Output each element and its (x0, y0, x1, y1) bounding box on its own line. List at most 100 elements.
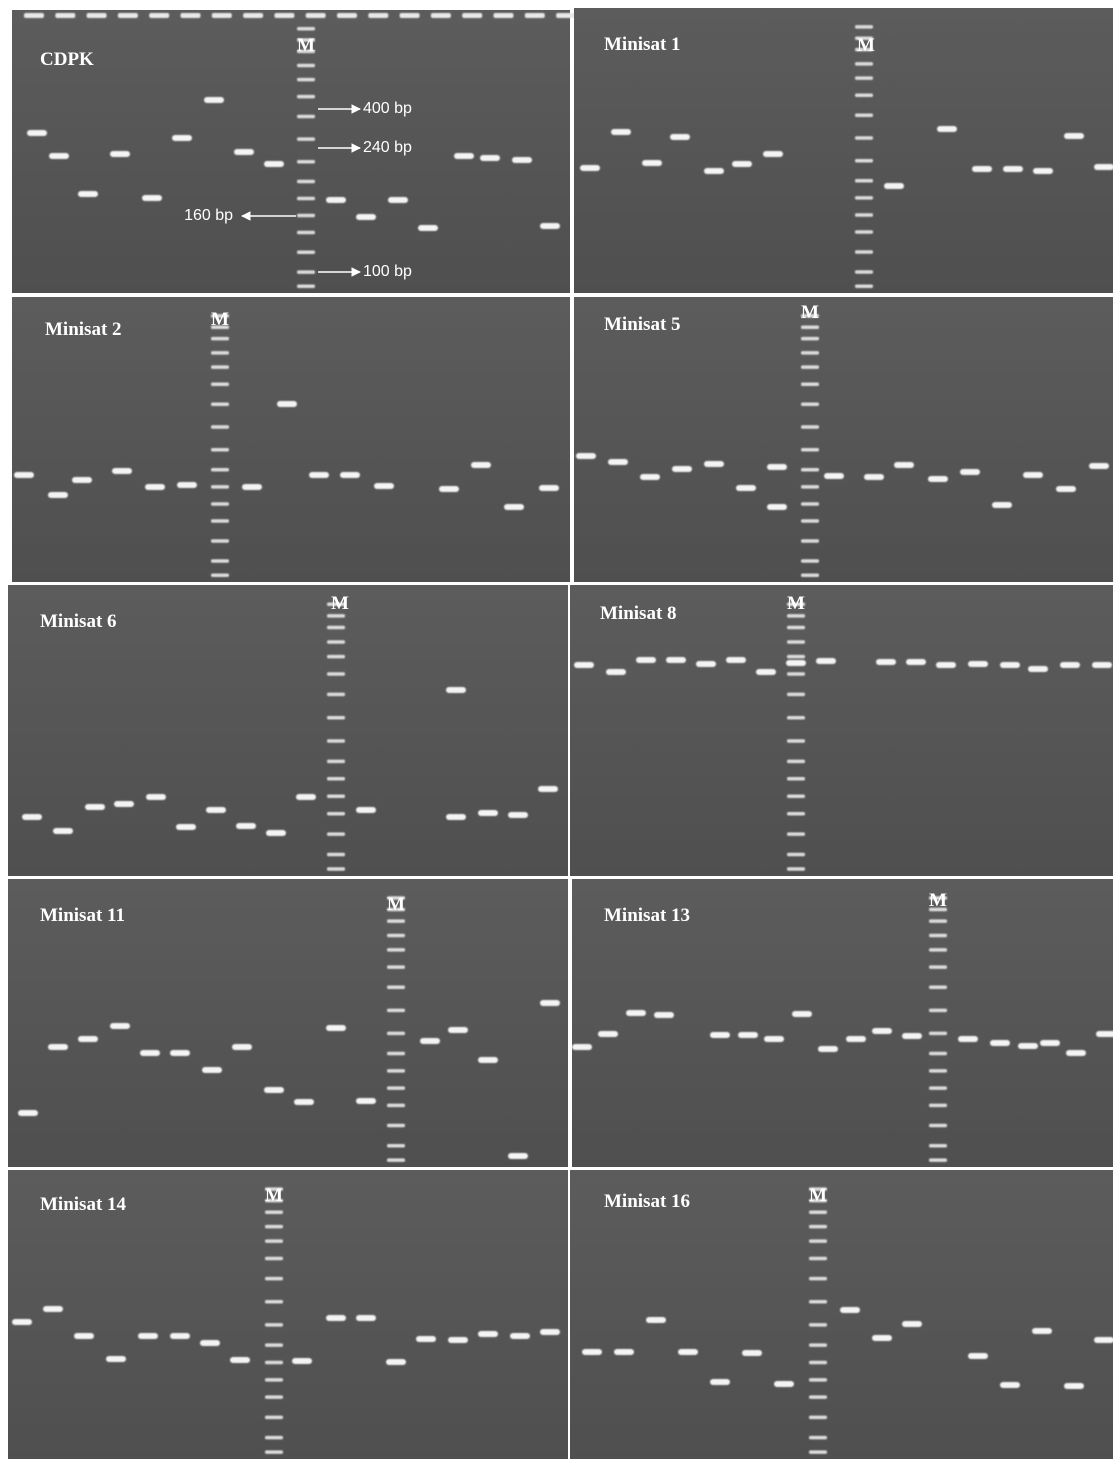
ladder-band (929, 1069, 947, 1073)
band (626, 1010, 646, 1016)
ladder-band (265, 1450, 283, 1454)
panel-label: Minisat 5 (604, 314, 681, 335)
ladder-band (809, 1415, 827, 1420)
band (110, 1023, 130, 1029)
gel-panel: Minisat 8 M (570, 585, 1113, 876)
band (574, 662, 594, 668)
band (704, 461, 724, 467)
ladder-band (265, 1224, 283, 1229)
band (234, 149, 254, 155)
ladder-band (801, 325, 819, 329)
band (936, 662, 956, 668)
band (266, 830, 286, 836)
ladder-band (387, 985, 405, 990)
band (112, 468, 132, 474)
band (140, 1050, 160, 1056)
gel-background (570, 585, 1113, 876)
ladder-band (809, 1323, 827, 1327)
band (172, 135, 192, 141)
well (524, 13, 545, 18)
band (540, 1329, 560, 1335)
band (1023, 472, 1043, 478)
band (894, 462, 914, 468)
ladder-band (787, 852, 805, 857)
band (204, 97, 224, 103)
band (1094, 164, 1113, 170)
ladder-band (855, 36, 873, 40)
band (277, 401, 297, 407)
band (110, 151, 130, 157)
well (149, 13, 170, 18)
ladder-band (787, 640, 805, 644)
band (958, 1036, 978, 1042)
ladder-band (929, 965, 947, 969)
band (1028, 666, 1048, 672)
ladder-band (297, 213, 315, 218)
ladder-band (265, 1300, 283, 1304)
band (206, 807, 226, 813)
band (138, 1333, 158, 1339)
gel-panel: Minisat 2 M (12, 297, 570, 582)
ladder-band (809, 1187, 827, 1191)
band (1003, 166, 1023, 172)
band (906, 659, 926, 665)
band (446, 814, 466, 820)
band (736, 485, 756, 491)
band (72, 477, 92, 483)
band (726, 657, 746, 663)
band (356, 807, 376, 813)
ladder-band (809, 1276, 827, 1281)
gel-background (570, 1170, 1113, 1459)
band (732, 161, 752, 167)
ladder-band (297, 230, 315, 235)
ladder-band (855, 159, 873, 163)
band (540, 1000, 560, 1006)
ladder-band (211, 468, 229, 472)
ladder-band (265, 1323, 283, 1327)
band (1040, 1040, 1060, 1046)
gel-background (8, 585, 568, 876)
well (211, 13, 232, 18)
band (876, 659, 896, 665)
band (756, 669, 776, 675)
ladder-band (297, 94, 315, 99)
band (598, 1031, 618, 1037)
ladder-band (929, 948, 947, 952)
band (142, 195, 162, 201)
band (642, 160, 662, 166)
ladder-band (855, 230, 873, 234)
marker-label: M (809, 1185, 827, 1206)
band (1089, 463, 1109, 469)
ladder-band (809, 1378, 827, 1382)
band (200, 1340, 220, 1346)
band (326, 197, 346, 203)
band (146, 794, 166, 800)
ladder-band (787, 602, 805, 606)
ladder-band (801, 519, 819, 523)
band (1056, 486, 1076, 492)
band (74, 1333, 94, 1339)
well (24, 13, 44, 18)
ladder-band (855, 25, 873, 29)
band (539, 485, 559, 491)
ladder-band (297, 114, 315, 119)
marker-label: M (265, 1185, 283, 1206)
ladder-band (211, 402, 229, 406)
ladder-band (855, 113, 873, 117)
ladder-band (265, 1198, 283, 1203)
band (738, 1032, 758, 1038)
well (305, 13, 326, 18)
ladder-band (327, 614, 345, 618)
well (430, 13, 451, 18)
band (666, 657, 686, 663)
ladder-band (297, 159, 315, 164)
ladder-band (327, 777, 345, 781)
ladder-band (297, 49, 315, 54)
band (508, 1153, 528, 1159)
gel-background (12, 10, 570, 293)
well (337, 13, 357, 18)
band (902, 1033, 922, 1039)
band (1060, 662, 1080, 668)
gel-background (8, 879, 568, 1167)
